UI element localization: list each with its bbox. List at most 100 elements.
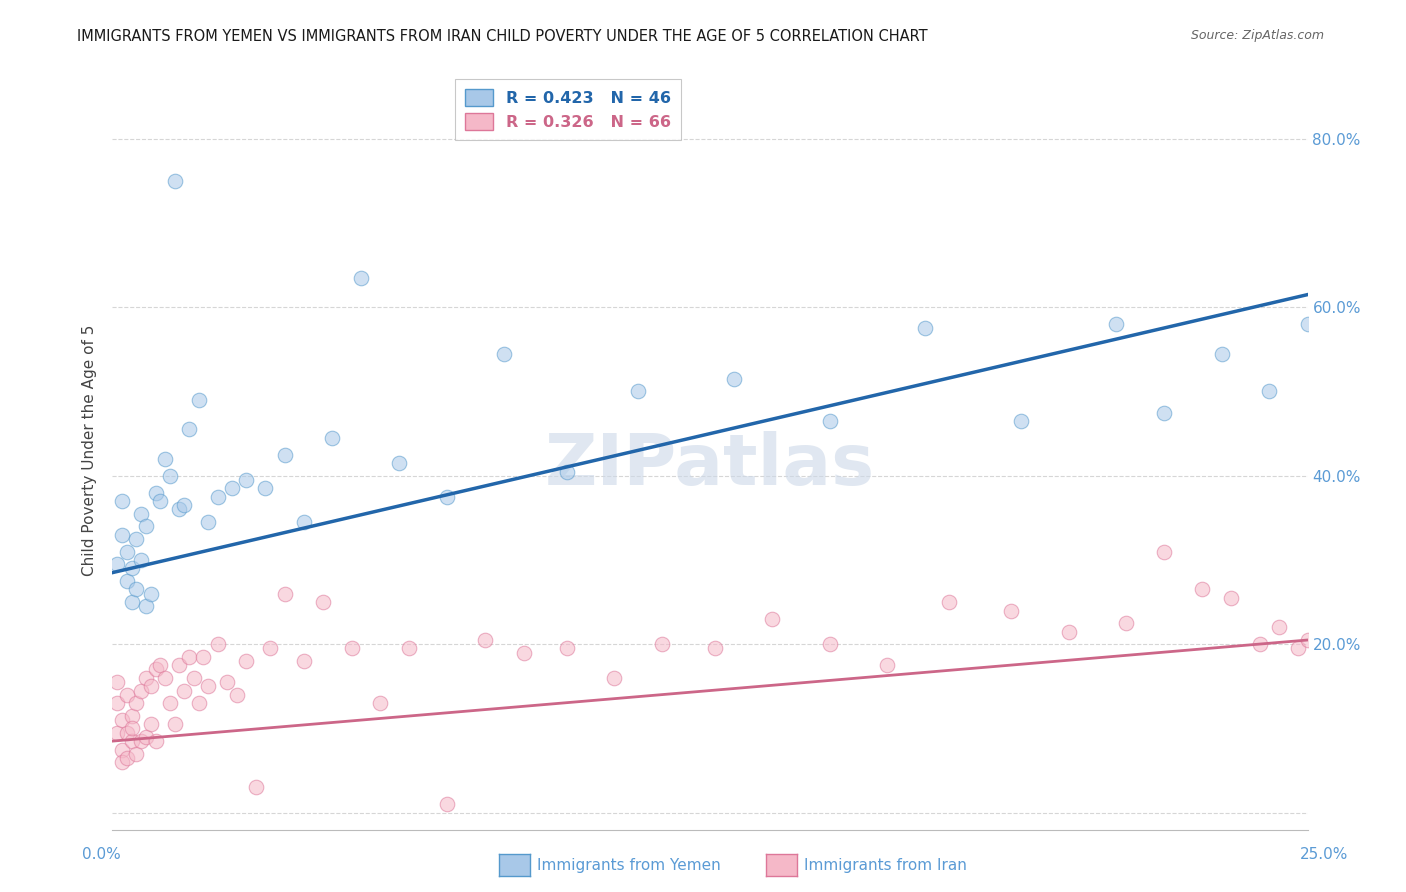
Point (187, 696, 209, 710)
Point (169, 658, 191, 673)
Point (512, 646, 534, 660)
Point (111, 527, 134, 541)
Point (111, 755, 134, 769)
Point (125, 696, 148, 710)
Point (111, 713, 134, 727)
Point (1211, 346, 1233, 360)
Point (235, 473, 257, 487)
Point (129, 507, 152, 521)
Point (173, 683, 195, 698)
Point (225, 688, 247, 702)
Point (121, 561, 143, 575)
Text: Source: ZipAtlas.com: Source: ZipAtlas.com (1191, 29, 1324, 42)
Point (1296, 633, 1319, 648)
Point (135, 519, 157, 533)
Point (149, 658, 172, 673)
Point (254, 482, 277, 496)
Point (321, 431, 343, 445)
Point (221, 482, 243, 496)
Point (177, 422, 200, 436)
Point (818, 637, 841, 651)
Point (555, 465, 578, 479)
Point (938, 595, 960, 609)
Point (145, 734, 167, 748)
Text: 0.0%: 0.0% (82, 847, 121, 862)
Point (651, 637, 673, 651)
Point (173, 498, 195, 512)
Point (1105, 317, 1128, 331)
Point (259, 641, 281, 656)
Point (135, 730, 157, 744)
Point (159, 468, 181, 483)
Point (139, 587, 162, 601)
Point (115, 688, 138, 702)
Point (169, 502, 191, 516)
Point (129, 553, 152, 567)
Point (163, 174, 186, 188)
Point (292, 654, 315, 668)
Point (135, 671, 157, 685)
Point (1010, 414, 1032, 428)
Point (163, 717, 186, 731)
Point (273, 448, 295, 462)
Point (187, 392, 209, 407)
Point (197, 679, 219, 693)
Point (1286, 641, 1309, 656)
Point (159, 696, 181, 710)
Point (105, 725, 128, 739)
Point (494, 346, 516, 360)
Point (1268, 620, 1291, 634)
Point (115, 725, 138, 739)
Point (555, 641, 578, 656)
Point (273, 587, 295, 601)
Point (125, 532, 148, 546)
Point (1153, 405, 1175, 420)
Point (153, 671, 176, 685)
Point (245, 780, 267, 795)
Point (1191, 582, 1213, 597)
Text: Immigrants from Yemen: Immigrants from Yemen (537, 858, 721, 872)
Point (139, 679, 162, 693)
Point (129, 734, 152, 748)
Point (121, 734, 143, 748)
Point (818, 414, 841, 428)
Point (1258, 384, 1281, 399)
Point (129, 683, 152, 698)
Point (115, 544, 138, 558)
Point (121, 595, 143, 609)
Point (207, 637, 229, 651)
Point (703, 641, 725, 656)
Point (105, 675, 128, 690)
Point (149, 494, 172, 508)
Point (603, 671, 626, 685)
Point (1153, 544, 1175, 558)
Point (125, 747, 148, 761)
Point (217, 675, 239, 690)
Point (121, 722, 143, 736)
Point (193, 649, 215, 664)
Point (914, 321, 936, 335)
Point (235, 654, 257, 668)
Legend: R = 0.423   N = 46, R = 0.326   N = 66: R = 0.423 N = 46, R = 0.326 N = 66 (456, 79, 681, 140)
Point (111, 742, 134, 756)
Point (125, 582, 148, 597)
Text: IMMIGRANTS FROM YEMEN VS IMMIGRANTS FROM IRAN CHILD POVERTY UNDER THE AGE OF 5 C: IMMIGRANTS FROM YEMEN VS IMMIGRANTS FROM… (77, 29, 928, 44)
Point (145, 485, 167, 500)
Point (207, 490, 229, 504)
Point (340, 641, 363, 656)
Text: ZIPatlas: ZIPatlas (546, 431, 875, 500)
Point (388, 456, 411, 470)
Point (121, 708, 143, 723)
Point (1296, 317, 1319, 331)
Point (183, 671, 205, 685)
Point (153, 451, 176, 466)
Point (368, 696, 391, 710)
Point (398, 641, 420, 656)
Point (145, 663, 167, 677)
Point (111, 494, 134, 508)
Point (627, 384, 650, 399)
Point (312, 595, 335, 609)
Point (436, 490, 458, 504)
Text: Immigrants from Iran: Immigrants from Iran (804, 858, 967, 872)
Point (350, 270, 373, 285)
